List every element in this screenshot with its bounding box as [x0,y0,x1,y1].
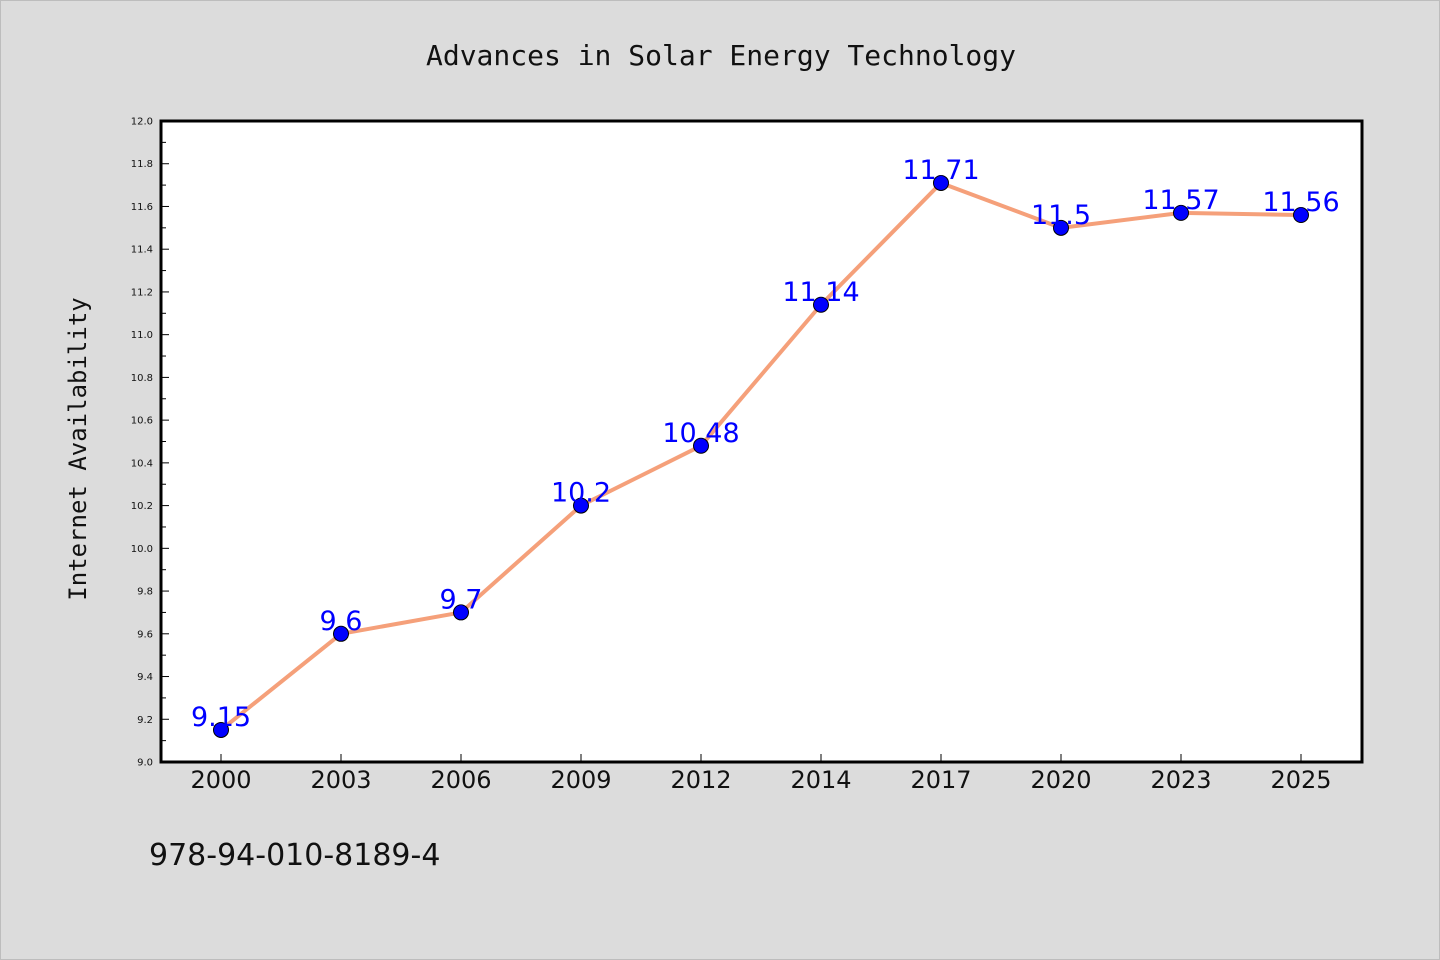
data-point [573,497,589,514]
data-label: 11.56 [1262,187,1339,218]
data-point [213,721,229,738]
x-tick-label: 2023 [1150,766,1211,794]
series-line [219,180,1302,732]
x-tick-label: 2012 [670,766,731,794]
y-tick-label: 11.0 [131,330,153,341]
x-tick-label: 2000 [190,766,251,794]
x-tick-label: 2014 [790,766,851,794]
y-tick-label: 10.2 [131,501,153,512]
y-tick-label: 10.8 [131,373,153,384]
y-tick-label: 12.0 [131,117,153,128]
x-tick-label: 2006 [430,766,491,794]
y-tick-label: 9.6 [137,629,153,640]
data-label: 11.57 [1142,185,1219,216]
data-label: 10.2 [551,478,611,509]
data-point [1293,207,1309,224]
data-label: 11.71 [902,155,979,186]
x-tick-label: 2025 [1270,766,1331,794]
data-point [453,604,469,621]
data-label: 11.14 [782,277,859,308]
x-axis: 2000 2003 2006 2009 2012 2014 2017 2020 2023 2025 [190,754,1332,794]
x-tick-label: 2017 [910,766,971,794]
y-tick-label: 9.2 [137,715,153,726]
y-tick-label: 10.6 [131,416,153,427]
data-series: 9.15 9.6 9.7 10.2 10.48 11.14 11.71 11.5 11.57 11… [191,155,1340,738]
x-tick-label: 2003 [310,766,371,794]
x-tick-label: 2020 [1030,766,1091,794]
y-axis: 9.0 9.2 9.4 9.6 9.8 10.0 10.2 10.4 10.6 10.8 11.0 1… [131,117,169,769]
y-tick-label: 9.4 [137,672,153,683]
data-point [813,296,829,313]
data-label: 9.15 [191,702,251,733]
data-label: 9.6 [320,606,363,637]
y-tick-label: 11.8 [131,159,153,170]
data-point [333,625,349,642]
data-point [1053,219,1069,236]
y-tick-label: 11.6 [131,202,153,213]
y-axis-label: Internet Availability [64,297,92,600]
y-tick-label: 10.4 [131,458,153,469]
x-tick-label: 2009 [550,766,611,794]
data-point [933,174,949,191]
y-tick-label: 9.0 [137,758,153,769]
data-label: 11.5 [1031,200,1091,231]
data-point [1173,204,1189,221]
y-tick-label: 10.0 [131,544,153,555]
plot-area [159,119,1364,764]
data-label: 9.7 [440,584,483,615]
isbn-text: 978-94-010-8189-4 [149,838,440,873]
y-tick-label: 9.8 [137,587,153,598]
data-point [693,437,709,454]
y-tick-label: 11.2 [131,287,153,298]
y-tick-label: 11.4 [131,245,153,256]
data-label: 10.48 [662,418,739,449]
chart-title: Advances in Solar Energy Technology [426,39,1016,72]
